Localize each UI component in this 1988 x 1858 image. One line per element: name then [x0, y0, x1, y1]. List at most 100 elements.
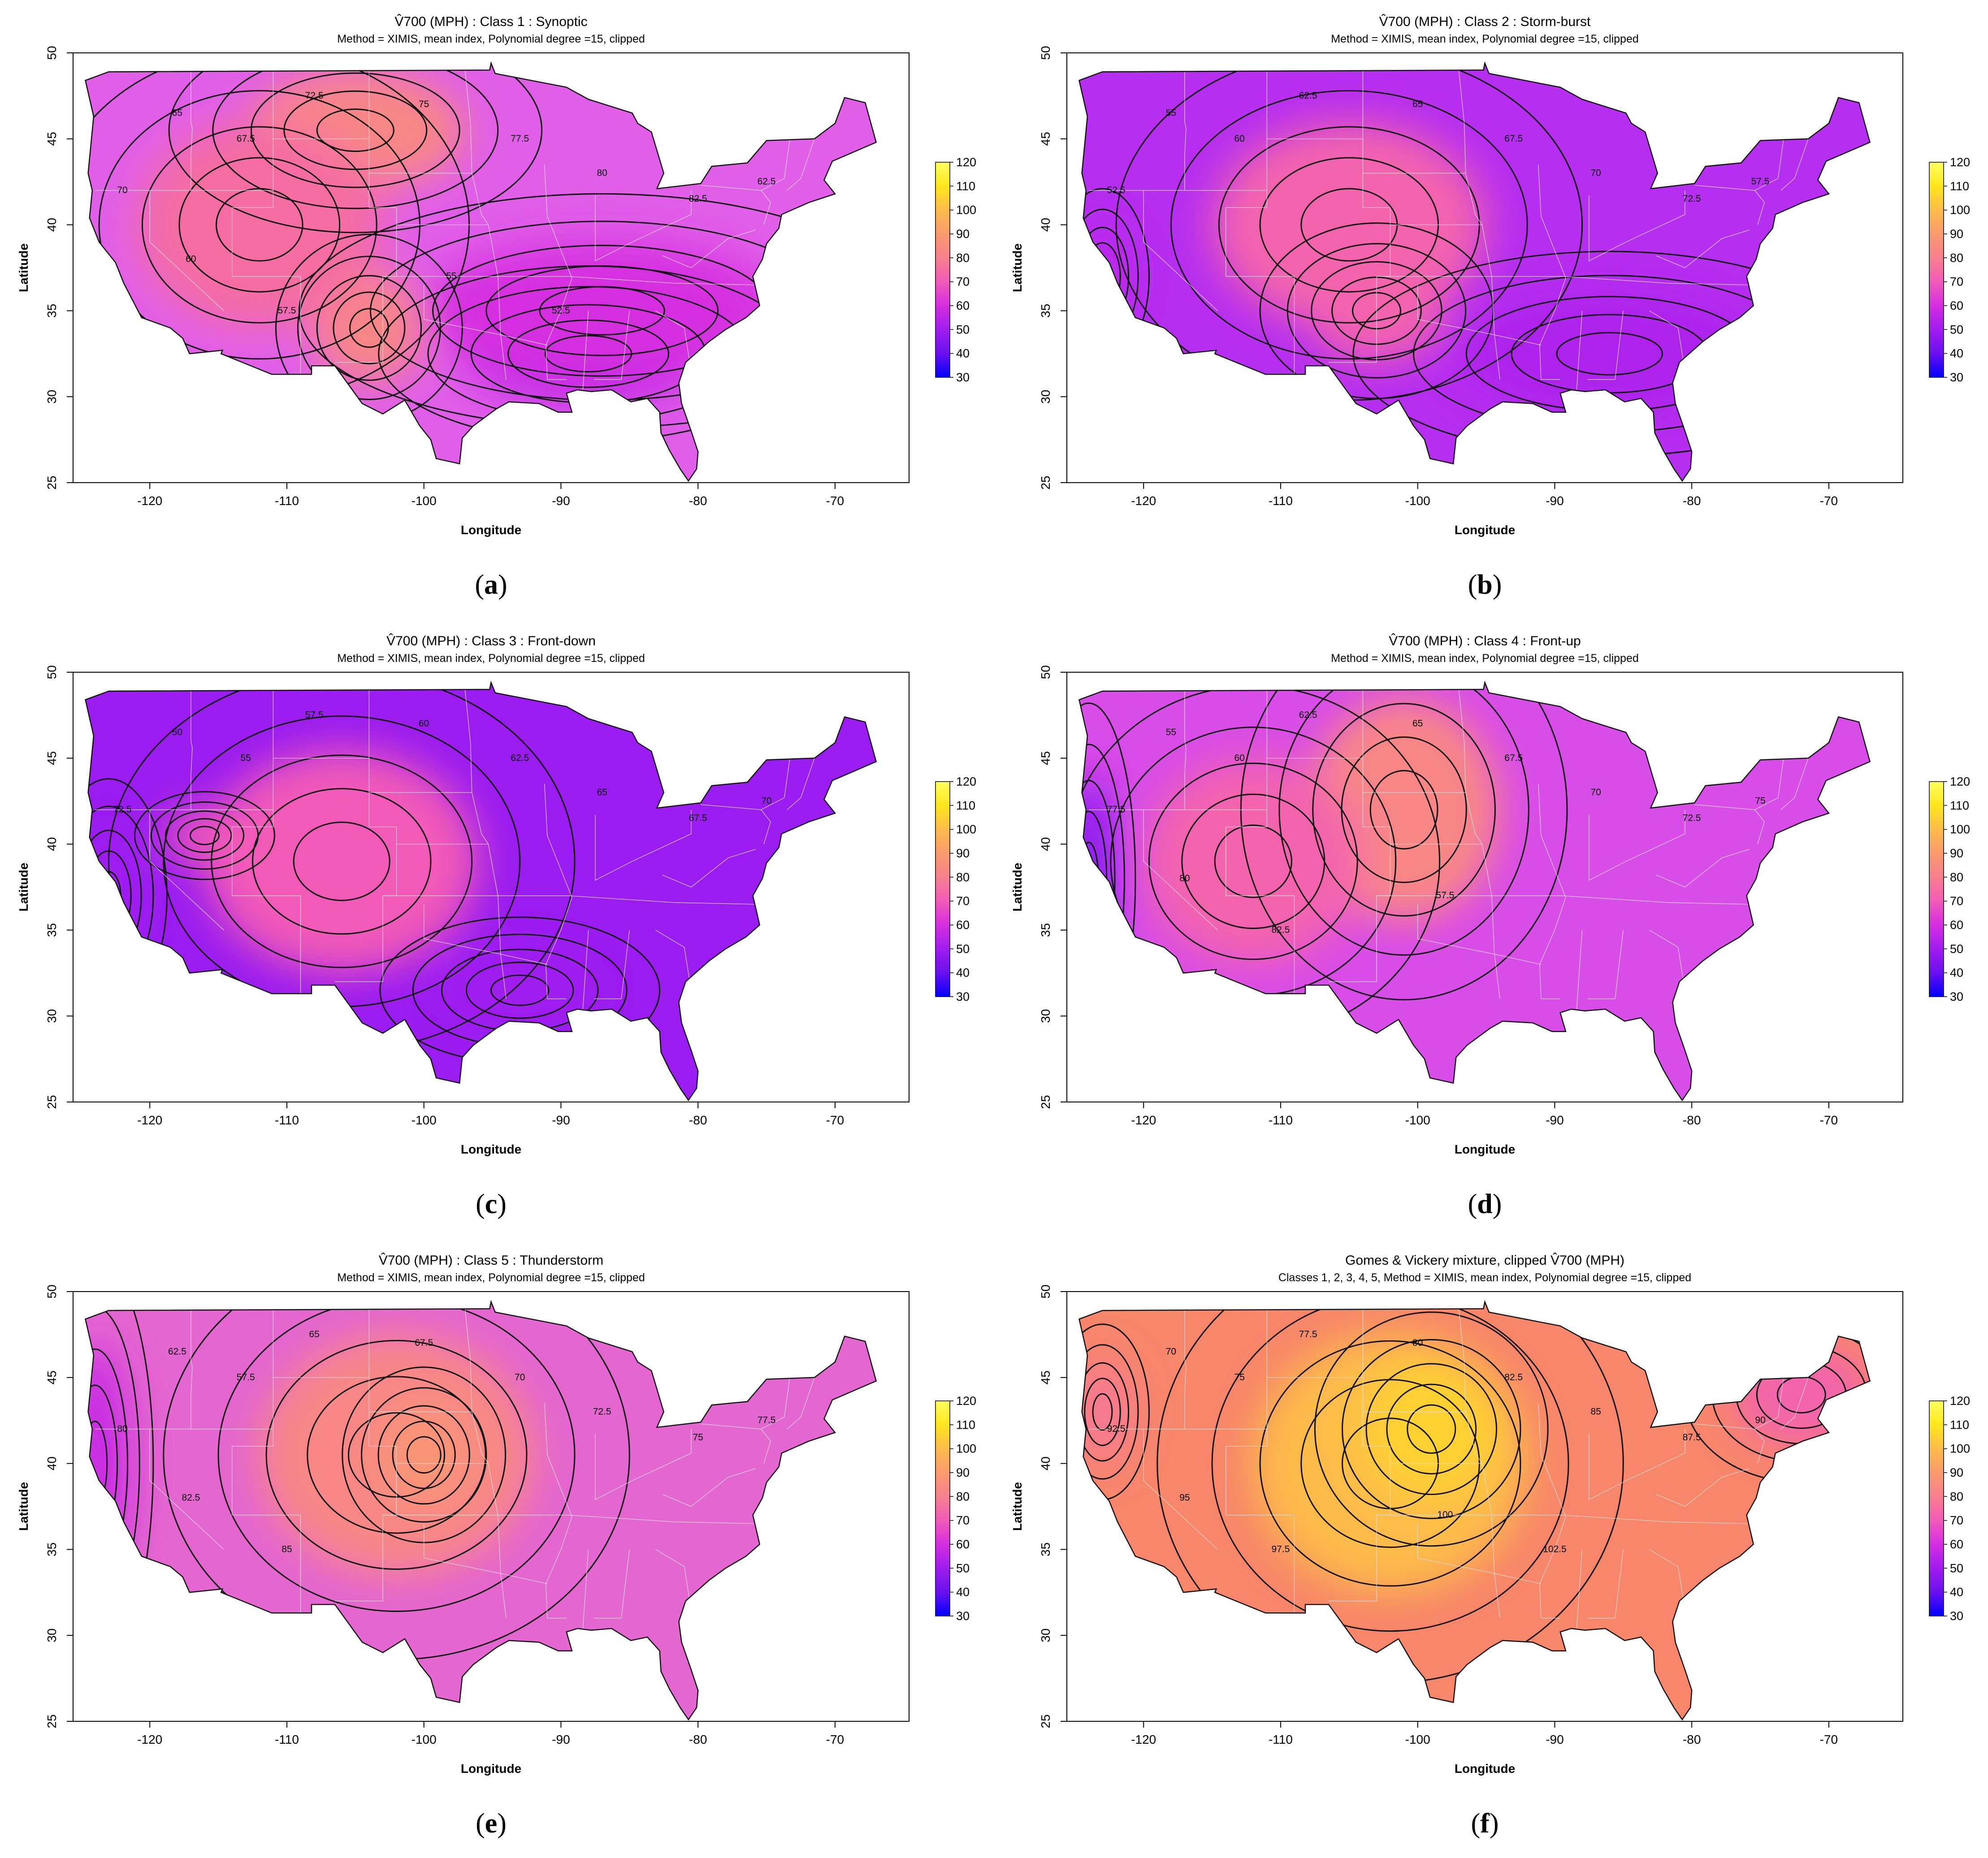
y-tick-label: 50 [45, 1284, 59, 1298]
colorbar-tick-label: 120 [956, 1394, 976, 1408]
x-axis-label: Longitude [461, 1142, 521, 1156]
state-border [1458, 689, 1500, 999]
contour-label: 92.5 [1107, 1424, 1126, 1434]
y-tick-label: 25 [45, 475, 59, 489]
y-tick-label: 40 [1039, 1456, 1052, 1470]
y-tick-label: 45 [45, 132, 59, 146]
x-tick-label: -90 [1546, 1733, 1564, 1746]
colorbar-tick-label: 80 [1950, 1490, 1963, 1503]
state-border [1656, 849, 1750, 888]
colorbar-tick-label: 60 [956, 918, 970, 932]
y-tick-label: 50 [1039, 1284, 1052, 1298]
contour-line [215, 188, 303, 262]
value-region [136, 121, 383, 328]
state-border [655, 310, 690, 363]
state-border [383, 1514, 756, 1524]
x-tick-label: -70 [1820, 1113, 1838, 1127]
state-border [593, 930, 630, 999]
y-axis-label: Latitude [1010, 243, 1024, 292]
state-border [1649, 1549, 1684, 1601]
contour-label: 100 [1437, 1510, 1453, 1520]
y-tick-label: 40 [1039, 218, 1052, 232]
contour-label: 72.5 [113, 804, 132, 815]
contour-line [96, 871, 121, 920]
y-tick-label: 45 [45, 1370, 59, 1384]
contour-line [141, 126, 377, 324]
state-border [1417, 904, 1542, 965]
contour-line [293, 821, 390, 901]
contour-line [1386, 1383, 1477, 1475]
y-tick-label: 35 [45, 304, 59, 318]
state-border [383, 895, 756, 905]
value-region [1459, 294, 1761, 414]
colorbar [1929, 162, 1944, 378]
state-border [1417, 285, 1542, 346]
contour-line [1259, 1340, 1521, 1587]
colorbar-tick-label: 70 [956, 275, 970, 289]
contour-line [485, 265, 719, 356]
contour-label: 57.5 [1436, 890, 1454, 901]
conus-outline [85, 1300, 877, 1721]
state-border [1576, 1549, 1583, 1629]
state-border [593, 311, 630, 380]
state-border [191, 1309, 193, 1429]
state-border [701, 1377, 790, 1430]
y-tick-label: 45 [45, 751, 59, 765]
colorbar-tick-label: 80 [956, 1490, 970, 1503]
contour-label: 62.5 [511, 753, 529, 763]
state-border [1184, 1309, 1187, 1429]
state-border [595, 1429, 692, 1500]
contour-label: 67.5 [1504, 134, 1523, 144]
colorbar [935, 781, 950, 997]
map-svg: Gomes & Vickery mixture, clipped V̂700 (… [1010, 1253, 1970, 1776]
contour-label: 82.5 [689, 194, 707, 204]
y-axis-label: Latitude [1010, 1482, 1024, 1531]
state-border [1576, 930, 1583, 1009]
state-border [1329, 1309, 1391, 1602]
contour-label: 52.5 [552, 305, 570, 315]
y-tick-label: 25 [45, 1714, 59, 1728]
y-tick-label: 35 [45, 923, 59, 937]
y-tick-label: 40 [45, 1456, 59, 1470]
value-region [437, 947, 602, 1033]
colorbar-tick-label: 50 [1950, 942, 1963, 955]
colorbar-tick-label: 60 [1950, 299, 1963, 312]
x-tick-label: -80 [689, 494, 707, 508]
colorbar-tick-label: 90 [1950, 1466, 1963, 1479]
base-fill [1079, 63, 1870, 481]
contour-line [539, 286, 665, 336]
y-axis-label: Latitude [17, 243, 30, 292]
contour-line [1312, 703, 1496, 917]
state-border [1694, 758, 1784, 810]
contour-line [406, 1436, 442, 1474]
colorbar-tick-label: 80 [1950, 251, 1963, 264]
plot-subtitle: Classes 1, 2, 3, 4, 5, Method = XIMIS, m… [1278, 1271, 1691, 1284]
state-border [1377, 276, 1750, 285]
panel-a: V̂700 (MPH) : Class 1 : Synoptic Method =… [0, 0, 994, 619]
state-border [655, 929, 690, 982]
colorbar-tick-label: 50 [956, 1561, 970, 1575]
state-border [761, 190, 771, 225]
contour-label: 50 [172, 727, 182, 737]
state-border [662, 1468, 756, 1507]
x-tick-label: -80 [1683, 494, 1701, 508]
state-border [662, 229, 756, 268]
contour-line [1084, 1378, 1121, 1446]
y-tick-label: 35 [1039, 923, 1052, 937]
state-border [1656, 1468, 1750, 1507]
contour-label: 80 [1179, 873, 1190, 883]
colorbar-tick-label: 100 [956, 823, 976, 836]
colorbar-tick-label: 110 [1950, 799, 1969, 812]
contour-label: 70 [515, 1372, 525, 1383]
state-border [1649, 929, 1684, 982]
x-tick-label: -110 [275, 1113, 299, 1127]
contour-line [178, 157, 341, 293]
y-tick-label: 35 [1039, 304, 1052, 318]
state-border [191, 70, 193, 190]
contour-label: 80 [597, 168, 607, 178]
contour-label: 57.5 [278, 305, 296, 315]
colorbar-tick-label: 90 [956, 1466, 970, 1479]
colorbar-tick-label: 40 [1950, 966, 1963, 980]
contour-label: 77.5 [1299, 1329, 1317, 1339]
state-border [1458, 1309, 1500, 1618]
